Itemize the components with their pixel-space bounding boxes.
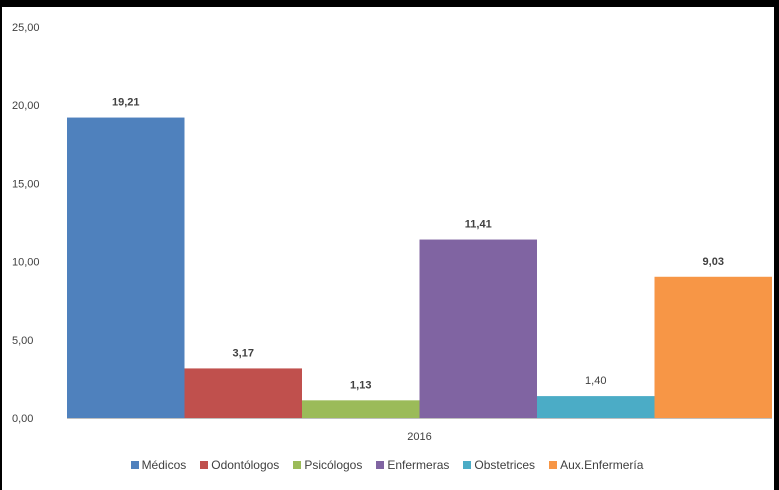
legend-swatch	[549, 461, 558, 469]
legend-label: Odontólogos	[211, 458, 280, 472]
data-label: 9,03	[703, 256, 724, 268]
top-border	[0, 0, 779, 7]
y-tick-label: 15,00	[12, 178, 40, 190]
legend-swatch	[463, 461, 472, 469]
y-tick-label: 25,00	[12, 22, 40, 34]
y-tick-label: 10,00	[12, 257, 40, 269]
bar	[67, 117, 185, 418]
y-tick-label: 5,00	[12, 335, 33, 347]
legend-item: Médicos	[130, 458, 187, 472]
y-axis-ticks: 0,00 5,00 10,00 15,00 20,00 25,00	[12, 22, 40, 425]
legend-item: Enfermeras	[376, 458, 449, 472]
x-axis-ticks: 2016	[407, 431, 431, 443]
legend-label: Aux.Enfermería	[560, 458, 644, 472]
legend-swatch	[200, 461, 209, 469]
bar	[537, 396, 655, 418]
legend-label: Obstetrices	[474, 458, 536, 472]
bar	[184, 368, 302, 418]
legend-label: Médicos	[141, 458, 187, 472]
data-label: 3,17	[233, 347, 254, 359]
bar	[654, 276, 772, 418]
legend-item: Aux.Enfermería	[549, 458, 643, 472]
left-border	[0, 0, 2, 490]
y-tick-label: 0,00	[12, 413, 33, 425]
bars	[67, 117, 772, 418]
data-label: 11,41	[465, 219, 492, 231]
legend-label: Enfermeras	[387, 458, 450, 472]
legend-label: Psicólogos	[304, 458, 363, 472]
legend-item: Obstetrices	[463, 458, 535, 472]
y-tick-label: 20,00	[12, 100, 40, 112]
data-label: 1,40	[585, 375, 606, 387]
x-tick-label: 2016	[407, 431, 431, 443]
right-border	[774, 0, 779, 490]
bar	[302, 400, 420, 418]
data-label: 1,13	[350, 379, 371, 391]
data-label: 19,21	[112, 97, 140, 109]
data-labels: 19,21 3,17 1,13 11,41 1,40 9,03	[112, 97, 724, 392]
legend-swatch	[376, 461, 385, 469]
bar	[419, 239, 537, 418]
legend-item: Odontólogos	[200, 458, 279, 472]
legend: Médicos Odontólogos Psicólogos Enfermeras Ob…	[0, 458, 774, 472]
legend-swatch	[130, 461, 139, 469]
legend-item: Psicólogos	[293, 458, 362, 472]
legend-swatch	[293, 461, 302, 469]
